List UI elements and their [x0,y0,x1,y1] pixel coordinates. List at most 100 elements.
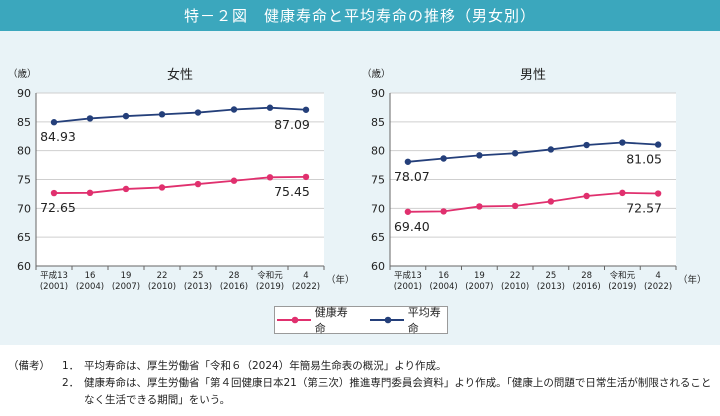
female-healthy-life-point [266,174,274,181]
female-average-life-point [194,109,202,116]
female-y-tick-label: 75 [17,174,31,187]
legend-item-average-life: 平均寿命 [368,304,447,336]
female-x-tick-year-label: (2007) [112,282,140,292]
male-x-tick-label: 16 [438,271,449,281]
legend-marker-average-life [370,316,404,324]
male-x-tick-year-label: (2010) [501,282,529,292]
male-chart-title: 男性 [520,68,546,83]
male-x-tick-year-label: (2007) [465,282,493,292]
note-text-1: 平均寿命は、厚生労働省「令和６（2024）年簡易生命表の概況」より作成。 [84,360,447,372]
female-x-tick-year-label: (2010) [148,282,176,292]
female-x-tick-year-label: (2016) [220,282,248,292]
male-average-life-line [407,141,659,163]
note-number-1: 1． [62,360,80,372]
female-y-tick-label: 85 [17,116,31,129]
female-healthy-life-point [86,189,94,197]
male-healthy-life-point [440,208,447,215]
female-x-tick-year-label: (2001) [40,282,68,292]
female-average-life-point [86,115,94,122]
male-average-life-point [511,150,519,157]
male-y-tick-label: 70 [371,202,385,215]
male-x-tick-year-label: (2013) [537,282,565,292]
female-x-tick-label: 令和元 [257,270,283,281]
male-x-tick-label: 令和元 [610,270,636,281]
female-y-tick-label: 65 [17,231,31,244]
male-healthy-life-point [583,192,590,200]
female-data-label: 84.93 [40,129,76,144]
female-chart-title: 女性 [167,67,193,83]
female-x-tick-year-label: (2004) [76,282,104,292]
legend-marker-healthy-life [277,316,311,324]
female-y-tick-label: 70 [17,202,31,215]
male-x-tick-year-label: (2001) [394,282,422,292]
female-healthy-life-line [53,176,307,194]
note-row-2: 2． 健康寿命は、厚生労働省「第４回健康日本21（第三次）推進専門委員会資料」よ… [8,375,714,409]
male-x-tick-label: 22 [510,271,521,281]
female-x-tick-label: 平成13 [40,270,68,281]
male-average-life-point [404,158,412,165]
female-average-life-point [122,112,130,120]
male-y-tick-label: 90 [371,87,385,100]
male-data-label: 72.57 [626,201,662,216]
female-healthy-life-point [194,180,202,188]
male-x-tick-label: 28 [581,271,592,281]
male-x-tick-label: 19 [474,271,485,281]
male-healthy-life-point [404,208,412,215]
female-x-axis-label: （年） [326,274,355,286]
male-healthy-life-point [511,202,519,210]
female-average-life-point [266,104,274,111]
male-healthy-life-point [476,203,483,210]
female-x-tick-label: 28 [229,271,240,281]
male-y-tick-label: 80 [371,145,385,158]
female-x-tick-label: 19 [121,271,132,281]
figure-title-text: 特－２図 健康寿命と平均寿命の推移（男女別） [183,7,536,25]
male-x-tick-year-label: (2004) [429,282,457,292]
male-average-life-point [654,141,662,148]
female-y-axis-label: （歳） [8,68,37,80]
male-healthy-life-line [407,191,659,213]
male-average-life-point [440,155,447,162]
male-data-label: 81.05 [626,152,662,167]
note-row-1: （備考） 1． 平均寿命は、厚生労働省「令和６（2024）年簡易生命表の概況」よ… [8,358,714,375]
male-x-tick-label: 4 [655,271,660,281]
female-average-life-point [158,111,166,118]
legend-label-healthy-life: 健康寿命 [314,306,348,335]
male-x-tick-label: 平成13 [394,270,422,281]
male-data-label: 78.07 [394,169,430,184]
female-x-tick-year-label: (2019) [256,282,284,292]
notes-lead: （備考） [8,360,50,372]
male-x-tick-year-label: (2016) [572,282,600,292]
female-healthy-life-point [158,184,166,191]
female-x-tick-label: 4 [303,271,308,281]
male-y-axis-label: （歳） [362,68,391,80]
male-healthy-life-point [654,190,662,197]
female-average-life-point [230,106,238,113]
male-average-life-point [547,146,555,153]
figure-title: 特－２図 健康寿命と平均寿命の推移（男女別） [0,0,720,31]
male-y-tick-label: 65 [371,231,385,244]
male-healthy-life-point [619,189,626,197]
female-x-tick-year-label: (2022) [292,282,320,292]
male-data-label: 69.40 [394,219,430,234]
female-data-label: 75.45 [274,184,310,199]
male-x-tick-year-label: (2019) [608,282,636,292]
female-x-tick-label: 16 [85,271,96,281]
male-y-tick-label: 85 [371,116,385,129]
notes: （備考） 1． 平均寿命は、厚生労働省「令和６（2024）年簡易生命表の概況」よ… [8,358,714,409]
female-healthy-life-point [230,177,238,184]
note-text-2: 健康寿命は、厚生労働省「第４回健康日本21（第三次）推進専門委員会資料」より作成… [84,377,712,406]
female-data-label: 72.65 [40,200,76,215]
male-y-tick-label: 60 [371,260,385,273]
female-average-life-point [50,119,58,126]
female-y-tick-label: 60 [17,260,31,273]
female-healthy-life-point [302,173,310,181]
male-average-life-point [619,139,626,146]
female-y-tick-label: 80 [17,145,31,158]
legend-label-average-life: 平均寿命 [407,306,441,335]
female-average-life-line [53,106,307,124]
female-data-label: 87.09 [274,117,310,132]
male-x-tick-label: 25 [545,271,556,281]
female-x-tick-label: 22 [157,271,168,281]
female-healthy-life-point [50,189,58,197]
